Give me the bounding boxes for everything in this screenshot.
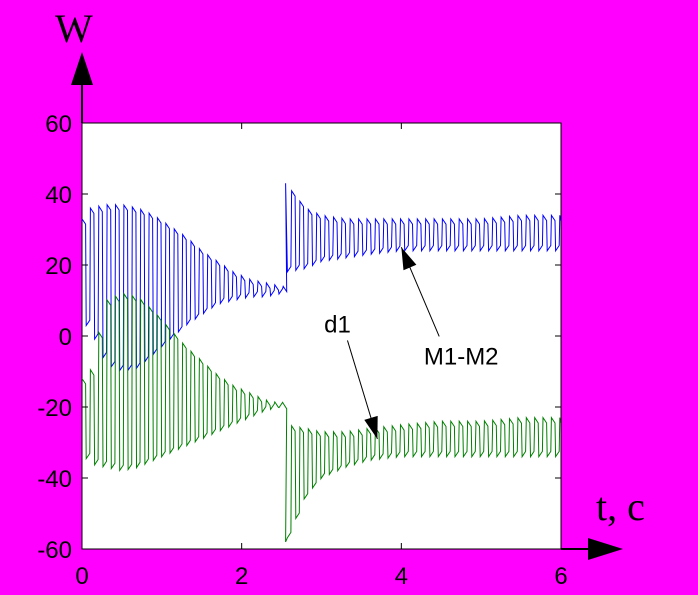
x-axis-arrowhead [588,538,623,560]
x-tick-label: 0 [75,563,88,590]
y-tick-label: 40 [45,182,72,209]
y-tick-label: -20 [37,395,72,422]
annotation-arrowhead [364,415,378,439]
series-line-d1 [81,292,561,543]
y-tick-label: 20 [45,253,72,280]
series-line-m1-m2 [81,183,561,373]
y-tick-label: 0 [59,324,72,351]
y-tick-label: -40 [37,466,72,493]
x-tick-label: 4 [395,563,408,590]
x-tick-label: 2 [235,563,248,590]
x-tick-label: 6 [554,563,567,590]
annotations-layer: M1-M2 d1 [324,247,499,440]
y-axis-arrowhead [71,52,93,85]
plot-area [81,122,562,550]
series-layer [81,183,561,543]
x-axis-label: t, c [596,484,645,529]
y-tick-label: 60 [45,111,72,138]
annotation-label: M1-M2 [424,343,499,370]
annotation-arrowhead [401,247,417,271]
ticks-layer: 0 2 4 6 60 40 20 0 -20 -40 -60 [37,111,567,590]
annotation-label: d1 [324,311,351,338]
y-axis-label: W [55,6,93,51]
y-tick-label: -60 [37,537,72,564]
